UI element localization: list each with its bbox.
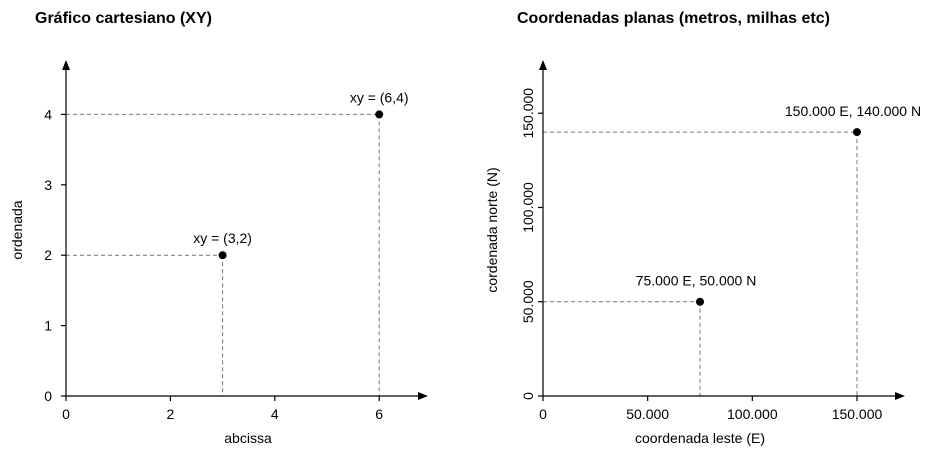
y-tick-label: 2 — [44, 247, 52, 263]
y-tick-label: 100.000 — [520, 182, 536, 233]
y-tick-label: 50.000 — [520, 280, 536, 323]
y-tick-label: 3 — [44, 177, 52, 193]
data-point — [375, 110, 384, 119]
data-point — [695, 297, 704, 306]
x-tick-label: 4 — [271, 406, 279, 422]
chart-title: Coordenadas planas (metros, milhas etc) — [517, 10, 830, 27]
y-tick-label: 4 — [44, 106, 52, 122]
x-tick-label: 50.000 — [626, 406, 669, 422]
y-tick-label: 0 — [520, 392, 536, 400]
data-point-label: 150.000 E, 140.000 N — [785, 103, 921, 119]
y-tick-label: 1 — [44, 318, 52, 334]
x-axis-label: abcissa — [224, 430, 272, 446]
x-tick-label: 2 — [167, 406, 175, 422]
data-point-label: 75.000 E, 50.000 N — [636, 273, 757, 289]
y-tick-label: 150.000 — [520, 88, 536, 139]
data-point-label: xy = (6,4) — [350, 89, 409, 105]
x-axis-label: coordenada leste (E) — [635, 430, 765, 446]
y-axis-arrow-icon — [62, 60, 70, 70]
y-axis-arrow-icon — [539, 60, 547, 70]
x-tick-label: 150.000 — [832, 406, 883, 422]
data-point — [218, 251, 227, 260]
x-tick-label: 0 — [539, 406, 547, 422]
x-tick-label: 100.000 — [727, 406, 778, 422]
chart-title: Gráfico cartesiano (XY) — [35, 10, 212, 27]
data-point — [852, 128, 861, 137]
x-tick-label: 6 — [375, 406, 383, 422]
x-tick-label: 0 — [62, 406, 70, 422]
y-axis-label: cordenada norte (N) — [484, 167, 500, 292]
x-axis-arrow-icon — [895, 392, 905, 400]
y-tick-label: 0 — [44, 388, 52, 404]
cartesian-chart: Gráfico cartesiano (XY) abcissa ordenada… — [9, 10, 428, 446]
data-point-label: xy = (3,2) — [193, 230, 252, 246]
y-axis-label: ordenada — [9, 200, 25, 259]
x-axis-arrow-icon — [418, 392, 428, 400]
plane-coordinates-chart: Coordenadas planas (metros, milhas etc) … — [484, 10, 921, 446]
